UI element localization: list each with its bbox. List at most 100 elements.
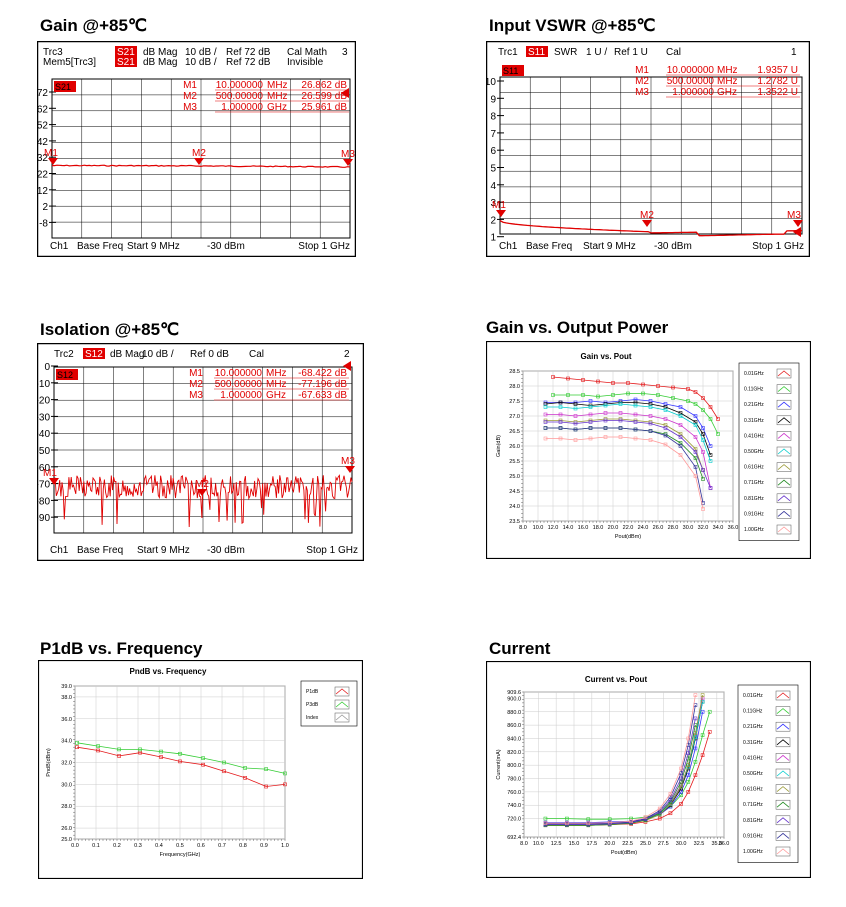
x-tick-label: 14.0 [563,525,574,531]
series-point [573,427,578,432]
trace-badge-bg [83,348,105,359]
marker-tag: M1 [44,148,58,159]
legend-entry: 1.00GHz [743,849,763,855]
series-point [573,406,578,411]
series-point [138,747,142,752]
ref-arrow [343,361,351,371]
series-point [648,438,653,442]
legend-swatch [776,509,792,519]
y-tick-label: 34.0 [61,739,72,745]
series-point [178,759,182,764]
x-tick-label: 24.0 [638,525,649,531]
series-point [633,420,638,424]
legend-swatch-line [777,370,791,377]
section-title-isolation: Isolation @+85℃ [40,320,180,339]
header-trace-name: S21 [117,47,135,58]
series-point [607,817,612,822]
footer-stop: Stop 1 GHz [298,241,350,252]
series-point [708,417,713,421]
header-field: Trc3 [43,47,63,58]
series-point [243,766,247,770]
legend-entry: P1dB [306,689,319,695]
series-point [641,382,645,387]
x-tick-label: 27.5 [658,841,669,847]
series-point [663,408,668,412]
series-point [693,423,698,427]
header-field: 10 dB / [142,349,174,360]
y-tick-label: 24.5 [509,489,520,495]
series-point [663,442,668,447]
series-point [693,435,698,439]
series-point [75,741,79,745]
series-point [603,418,608,423]
marker-unit: GHz [266,390,286,401]
series-point [629,819,633,824]
legend-swatch-line [776,848,790,855]
series-point [693,773,698,777]
legend-swatch-line [776,708,790,714]
marker-name: M2 [189,379,203,390]
legend-swatch-line [777,417,791,424]
marker-freq: 10.000000 [667,65,715,76]
series-point [566,393,570,397]
legend-swatch-line [776,801,790,808]
y-tick-label: 5 [490,164,496,175]
marker-tag: M2 [192,148,206,159]
y-tick-label: 1 [490,233,496,244]
series-point [243,776,247,780]
series-point [693,390,698,394]
y-tick-label: -10 [37,379,50,390]
marker-triangle [197,489,207,496]
series-point [663,426,668,430]
legend-entry: 0.50GHz [744,449,764,455]
legend-entry: 0.11GHz [744,387,764,393]
series-point [551,375,555,379]
series-line [77,742,286,774]
legend-entry: 0.01GHz [744,371,764,377]
legend-entry: 0.81GHz [743,818,763,824]
series-point [565,821,569,826]
series-point [603,411,608,415]
series-point [707,709,712,714]
y-tick-label: 32 [37,153,48,164]
series-point [686,387,690,391]
series-point [117,747,121,752]
footer-channel: Ch1 [499,241,518,252]
legend-swatch-line [777,464,791,470]
series-line [545,418,704,471]
legend-swatch-line [776,692,790,699]
y-tick-label: 2 [490,215,496,226]
y-tick-label: 720.0 [507,817,521,823]
series-point [543,420,548,424]
y-tick-label: 28.0 [509,384,520,390]
series-point [668,798,673,802]
marker-tag: M2 [640,210,654,221]
p1db-vs-frequency-chart: PndB vs. Frequency 39.0 38.0 36.0 34.0 32.0 30… [38,660,363,879]
header-trace-name: S21 [117,57,135,68]
x-tick-label: 36.0 [728,525,739,531]
y-tick-label: 10 [486,77,496,88]
x-tick-label: 0.7 [218,843,226,849]
legend-entry: 0.91GHz [743,833,763,839]
header-field: Ref 0 dB [190,349,229,360]
marker-triangle [793,220,803,227]
trace-line [52,164,351,168]
x-tick-label: 20.0 [608,525,619,531]
series-point [648,421,653,426]
x-tick-label: 1.0 [281,843,289,849]
series-point [543,426,548,430]
y-tick-label: -30 [37,412,50,423]
x-tick-label: 22.5 [622,841,633,847]
y-axis-label: Current(mA) [496,749,502,779]
y-tick-label: 52 [37,121,48,132]
series-point [656,384,660,388]
marker-freq: 1.000000 [221,102,263,113]
series-point [693,693,698,697]
series-point [701,477,705,481]
y-tick-label: -50 [37,446,50,457]
series-point [701,426,705,430]
header-field: Invisible [287,57,324,68]
series-point [668,795,673,800]
footer-stop: Stop 1 GHz [752,241,804,252]
marker-freq: 1.000000 [672,87,714,98]
